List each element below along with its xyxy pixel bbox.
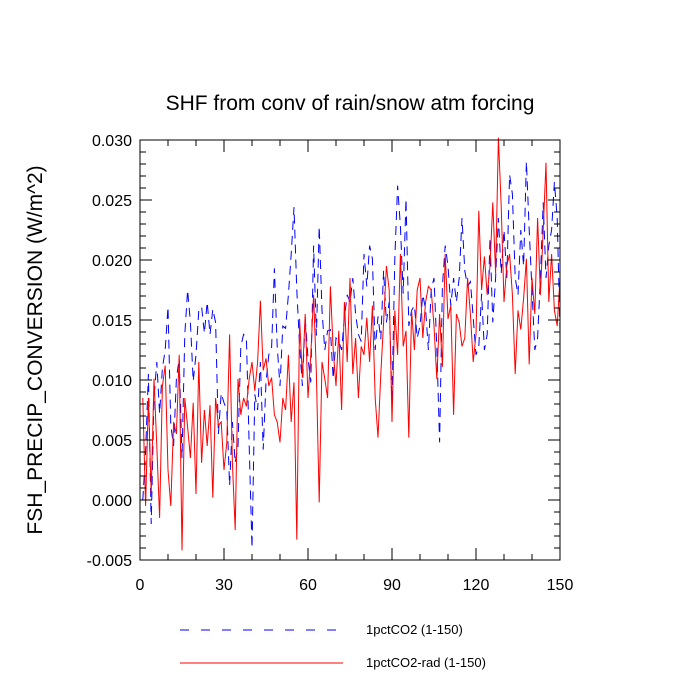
- x-tick-label: 150: [547, 577, 574, 594]
- y-axis-label: FSH_PRECIP_CONVERSION (W/m^2): [24, 165, 47, 534]
- plot-frame: [139, 139, 561, 561]
- x-tick-label: 60: [299, 577, 317, 594]
- legend: 1pctCO2 (1-150) 1pctCO2-rad (1-150): [180, 622, 486, 670]
- x-tick-label: 120: [463, 577, 490, 594]
- y-tick-label: 0.000: [92, 493, 132, 510]
- y-tick-label: -0.005: [87, 553, 132, 570]
- series-line-1: [142, 161, 561, 549]
- series-layer: [142, 137, 561, 551]
- y-tick-label: 0.030: [92, 133, 132, 150]
- series-line-2: [142, 137, 561, 551]
- legend-label-2: 1pctCO2-rad (1-150): [366, 655, 486, 670]
- x-tick-label: 30: [215, 577, 233, 594]
- legend-label-1: 1pctCO2 (1-150): [366, 622, 463, 637]
- y-tick-label: 0.010: [92, 373, 132, 390]
- x-tick-label: 0: [136, 577, 145, 594]
- y-tick-label: 0.025: [92, 193, 132, 210]
- y-tick-label: 0.020: [92, 253, 132, 270]
- chart-title: SHF from conv of rain/snow atm forcing: [166, 92, 535, 115]
- axis-layer: 0 30 60 90 120 150 -0.005 0.000 0.005 0.010 0.015 0…: [87, 133, 574, 594]
- x-tick-label: 90: [383, 577, 401, 594]
- y-tick-label: 0.005: [92, 433, 132, 450]
- y-tick-label: 0.015: [92, 313, 132, 330]
